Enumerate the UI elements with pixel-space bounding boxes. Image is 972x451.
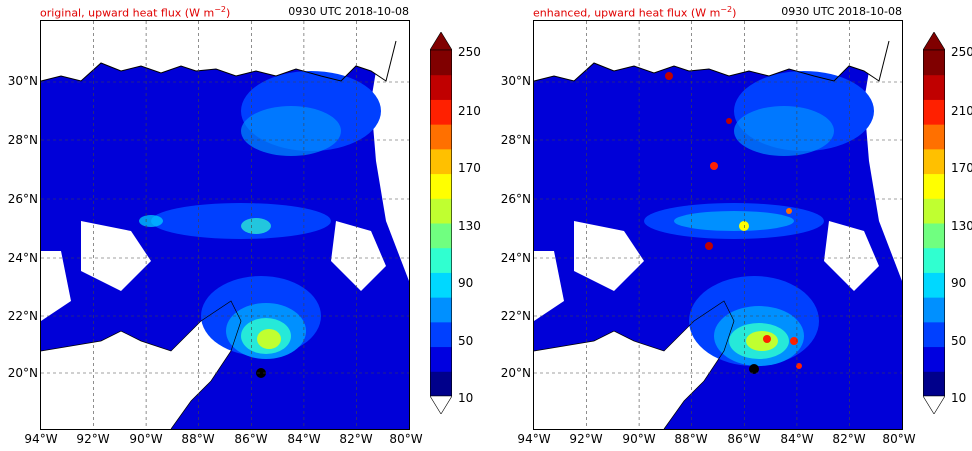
lon-label: 82°W xyxy=(832,432,866,446)
panel-timestamp: 0930 UTC 2018-10-08 xyxy=(288,5,409,18)
lon-label: 84°W xyxy=(780,432,814,446)
panel-enhanced: enhanced, upward heat flux (W m−2) 0930 … xyxy=(493,0,972,451)
map-plot-original xyxy=(40,20,410,430)
colorbar-tick-label: 210 xyxy=(458,104,481,118)
colorbar-segment xyxy=(923,223,945,249)
lat-label: 24°N xyxy=(7,251,38,265)
colorbar-segment xyxy=(430,74,452,100)
map-plot-enhanced xyxy=(533,20,903,430)
land-us xyxy=(534,21,902,81)
land-us xyxy=(41,21,409,81)
land-mexico xyxy=(41,301,241,429)
colorbar-segment xyxy=(430,247,452,273)
panel-timestamp: 0930 UTC 2018-10-08 xyxy=(781,5,902,18)
colorbar-segment xyxy=(430,346,452,372)
colorbar xyxy=(923,32,945,414)
colorbar-segment xyxy=(923,371,945,397)
land-florida xyxy=(864,31,902,281)
colorbar-segment xyxy=(430,173,452,199)
lon-label: 88°W xyxy=(181,432,215,446)
colorbar-segment xyxy=(923,124,945,150)
lat-label: 28°N xyxy=(7,133,38,147)
panel-title: enhanced, upward heat flux (W m−2) xyxy=(533,5,737,20)
colorbar-segment xyxy=(923,198,945,224)
lon-label: 82°W xyxy=(339,432,373,446)
colorbar-segment xyxy=(430,223,452,249)
lat-label: 30°N xyxy=(500,74,531,88)
lon-label: 88°W xyxy=(674,432,708,446)
colorbar-segment xyxy=(923,272,945,298)
colorbar-segment xyxy=(430,321,452,348)
colorbar-segment xyxy=(923,297,945,323)
colorbar-segment xyxy=(430,50,452,76)
lon-label: 90°W xyxy=(129,432,163,446)
lon-label: 86°W xyxy=(234,432,268,446)
lon-label: 94°W xyxy=(24,432,58,446)
lon-label: 94°W xyxy=(517,432,551,446)
colorbar-segment xyxy=(430,148,452,175)
colorbar-segment xyxy=(923,50,945,76)
lon-label: 86°W xyxy=(727,432,761,446)
colorbar-segment xyxy=(923,74,945,100)
lat-label: 22°N xyxy=(7,309,38,323)
lon-label: 80°W xyxy=(389,432,423,446)
colorbar-extend-min xyxy=(430,395,452,414)
colorbar-tick-label: 10 xyxy=(951,391,967,405)
lat-label: 28°N xyxy=(500,133,531,147)
colorbar-extend-min xyxy=(923,395,945,414)
colorbar-tick-label: 90 xyxy=(951,276,967,290)
colorbar-segment xyxy=(430,272,452,298)
colorbar-tick-label: 50 xyxy=(458,334,474,348)
colorbar-extend-max xyxy=(923,32,945,51)
colorbar-tick-label: 50 xyxy=(951,334,967,348)
panel-title: original, upward heat flux (W m−2) xyxy=(40,5,231,20)
colorbar-segment xyxy=(430,124,452,150)
colorbar-tick-label: 210 xyxy=(951,104,972,118)
colorbar-tick-label: 130 xyxy=(458,219,481,233)
land-florida xyxy=(371,31,409,281)
colorbar-segment xyxy=(430,297,452,323)
colorbar-segment xyxy=(430,371,452,397)
lat-label: 30°N xyxy=(7,74,38,88)
colorbar-segment xyxy=(923,173,945,199)
colorbar-segment xyxy=(923,148,945,175)
colorbar-tick-label: 170 xyxy=(951,161,972,175)
colorbar-segment xyxy=(923,346,945,372)
colorbar xyxy=(430,32,452,414)
colorbar-extend-max xyxy=(430,32,452,51)
lon-label: 92°W xyxy=(569,432,603,446)
colorbar-segment xyxy=(430,99,452,125)
colorbar-segment xyxy=(923,99,945,125)
colorbar-tick-label: 170 xyxy=(458,161,481,175)
colorbar-tick-label: 10 xyxy=(458,391,474,405)
lat-label: 20°N xyxy=(7,366,38,380)
lon-label: 92°W xyxy=(76,432,110,446)
lon-label: 84°W xyxy=(287,432,321,446)
colorbar-tick-label: 250 xyxy=(458,45,481,59)
lon-label: 80°W xyxy=(882,432,916,446)
lat-label: 22°N xyxy=(500,309,531,323)
panel-original: original, upward heat flux (W m−2) 0930 … xyxy=(7,5,481,446)
lon-label: 90°W xyxy=(622,432,656,446)
colorbar-segment xyxy=(430,198,452,224)
lat-label: 26°N xyxy=(7,192,38,206)
colorbar-segment xyxy=(923,247,945,273)
colorbar-tick-label: 90 xyxy=(458,276,474,290)
lat-label: 24°N xyxy=(500,251,531,265)
lat-label: 20°N xyxy=(500,366,531,380)
colorbar-tick-label: 250 xyxy=(951,45,972,59)
colorbar-segment xyxy=(923,321,945,348)
lat-label: 26°N xyxy=(500,192,531,206)
land-mexico xyxy=(534,301,734,429)
colorbar-tick-label: 130 xyxy=(951,219,972,233)
